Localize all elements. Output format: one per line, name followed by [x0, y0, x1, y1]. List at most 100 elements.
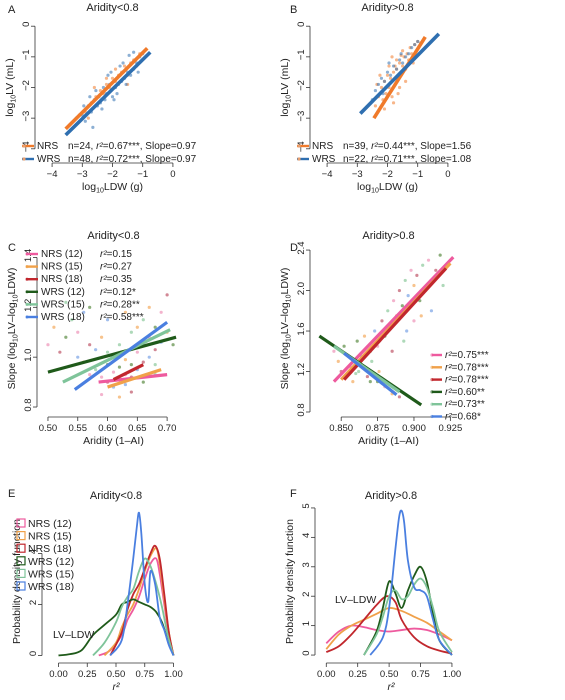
legend-label: NRS (15) [28, 531, 72, 543]
data-point [387, 64, 391, 68]
data-point [379, 85, 384, 90]
y-tick-label: 1.4 [23, 249, 34, 262]
x-tick-label: −1 [412, 169, 423, 180]
y-tick-label: 2 [28, 600, 39, 605]
data-point [404, 55, 408, 59]
y-tick-label: 0 [28, 651, 39, 656]
data-point [342, 344, 346, 348]
regression-line-nrs [64, 46, 149, 131]
legend-label: WRS [37, 154, 61, 165]
legend-label: WRS (12) [28, 556, 74, 568]
data-point [112, 98, 116, 102]
data-point [357, 369, 361, 374]
data-point [397, 85, 402, 90]
data-point [391, 70, 396, 74]
data-point [438, 253, 442, 257]
data-point [429, 309, 434, 313]
data-point [64, 335, 68, 339]
data-point [105, 318, 110, 322]
legend-label: WRS (12) [41, 287, 85, 298]
data-point [99, 375, 104, 379]
legend-stats: r²=0.28** [100, 299, 140, 310]
legend-stats: r²=0.78*** [445, 362, 489, 373]
data-point [394, 58, 399, 62]
data-point [82, 310, 86, 314]
data-point [402, 339, 406, 343]
regression-line [332, 256, 455, 383]
legend-label: WRS (15) [28, 568, 74, 580]
data-point [109, 70, 113, 74]
data-point [110, 76, 115, 80]
data-point [88, 305, 92, 309]
data-point [117, 395, 122, 399]
y-tick-label: −1 [21, 49, 32, 60]
data-point [388, 76, 393, 80]
data-point [416, 39, 420, 44]
data-point [412, 283, 416, 288]
y-tick-label: −2 [21, 80, 32, 91]
legend-stats: r²=0.78*** [445, 375, 489, 386]
x-axis-title: Aridity (1–AI) [358, 435, 419, 447]
data-point [391, 101, 396, 105]
data-point [141, 318, 145, 322]
x-tick-label: −4 [47, 169, 58, 180]
y-tick-label: 0 [296, 22, 307, 27]
plot-area [64, 46, 152, 137]
panel-letter: F [290, 488, 297, 500]
panel-letter: B [290, 4, 297, 16]
data-point [99, 392, 104, 397]
legend-label: NRS (18) [41, 274, 83, 285]
data-point [94, 348, 98, 352]
data-point [100, 107, 104, 111]
data-point [106, 73, 110, 77]
data-point [351, 380, 355, 384]
data-point [153, 363, 157, 367]
regression-line [47, 335, 177, 374]
data-point [401, 49, 405, 53]
data-point [46, 343, 50, 347]
x-tick-label: 0.70 [158, 423, 177, 434]
data-point [76, 330, 80, 334]
data-point [419, 314, 423, 318]
x-tick-label: 0.50 [39, 423, 58, 434]
legend-stats: r²=0.12* [100, 287, 136, 298]
data-point [336, 359, 340, 363]
legend-dot [430, 414, 434, 419]
panel-E: E Aridity<0.80.00 0.25 0.50 0.75 1.00024r²Pro… [8, 488, 183, 693]
legend-dot [430, 378, 434, 382]
panel-title: Aridity<0.8 [87, 230, 139, 242]
data-point [401, 61, 405, 65]
data-point [377, 369, 381, 374]
y-tick-label: 2.0 [296, 282, 307, 295]
data-point [159, 310, 163, 314]
y-tick-label: 4 [28, 549, 39, 554]
density-curve [109, 511, 175, 657]
data-point [141, 380, 145, 384]
data-point [410, 46, 414, 50]
legend-dot [430, 365, 434, 369]
data-point [382, 107, 387, 111]
data-point [406, 294, 410, 298]
data-point [111, 370, 116, 374]
legend-stats: n=24, r²=0.67***, Slope=0.97 [68, 141, 197, 152]
x-axis-title: log10​LDW (g) [82, 181, 143, 195]
data-point [127, 53, 131, 57]
x-tick-label: 0.65 [128, 423, 147, 434]
data-point [129, 363, 133, 367]
legend-label: WRS (18) [41, 312, 85, 323]
annotation-label: LV–LDW [335, 594, 376, 606]
x-tick-label: −3 [352, 169, 363, 180]
regression-line-nrs [372, 35, 427, 120]
data-point [390, 55, 394, 59]
data-point [105, 350, 110, 354]
y-tick-label: −2 [296, 80, 307, 91]
data-point [409, 268, 413, 272]
data-point [413, 42, 417, 47]
legend-label: NRS [312, 141, 333, 152]
data-point [394, 67, 399, 71]
x-tick-label: −4 [322, 169, 333, 180]
legend-dot [25, 315, 29, 319]
legend-dot [22, 157, 26, 161]
legend-dot [25, 265, 29, 269]
